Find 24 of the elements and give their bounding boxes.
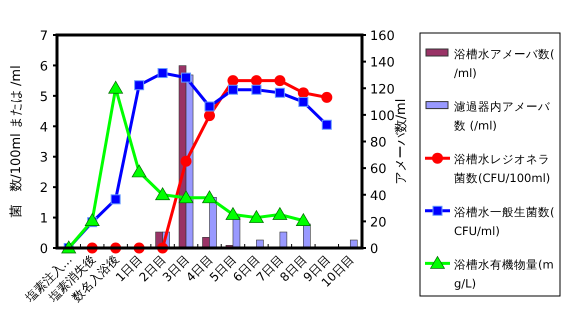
- y2-tick-label: 40: [370, 188, 387, 204]
- y-tick-label: 4: [40, 120, 48, 136]
- y2-tick-label: 160: [370, 29, 395, 44]
- y-tick-label: 6: [40, 59, 48, 74]
- y-tick-label: 2: [40, 181, 48, 196]
- y-axis-title: 菌 数/100ml または /ml: [9, 65, 24, 218]
- y-tick-label: 5: [40, 90, 48, 105]
- legend-label: 浴槽水レジオネラ菌数(CFU/100ml): [454, 152, 550, 186]
- y2-tick-label: 20: [370, 215, 387, 230]
- y2-tick-label: 0: [370, 242, 378, 257]
- y-tick-label: 1: [40, 212, 48, 227]
- legend-label: 濾過器内アメーバ数 (/ml): [454, 100, 551, 133]
- y-tick-label: 0: [40, 242, 48, 257]
- y2-tick-label: 140: [370, 56, 395, 71]
- y-tick-label: 7: [40, 29, 48, 44]
- legend-label: 浴槽水有機物量(mg/L): [454, 257, 554, 290]
- legend-label: 浴槽水一般生菌数(CFU/ml): [454, 204, 554, 238]
- legend-label: 浴槽水アメーバ数(/ml): [454, 47, 554, 80]
- y2-tick-label: 100: [370, 108, 395, 124]
- y2-tick-label: 60: [370, 162, 387, 178]
- y2-axis-title: アメーバ数/ml: [394, 98, 409, 184]
- y2-tick-label: 80: [370, 136, 387, 150]
- y2-tick-label: 120: [370, 82, 395, 98]
- y-tick-label: 3: [40, 150, 48, 166]
